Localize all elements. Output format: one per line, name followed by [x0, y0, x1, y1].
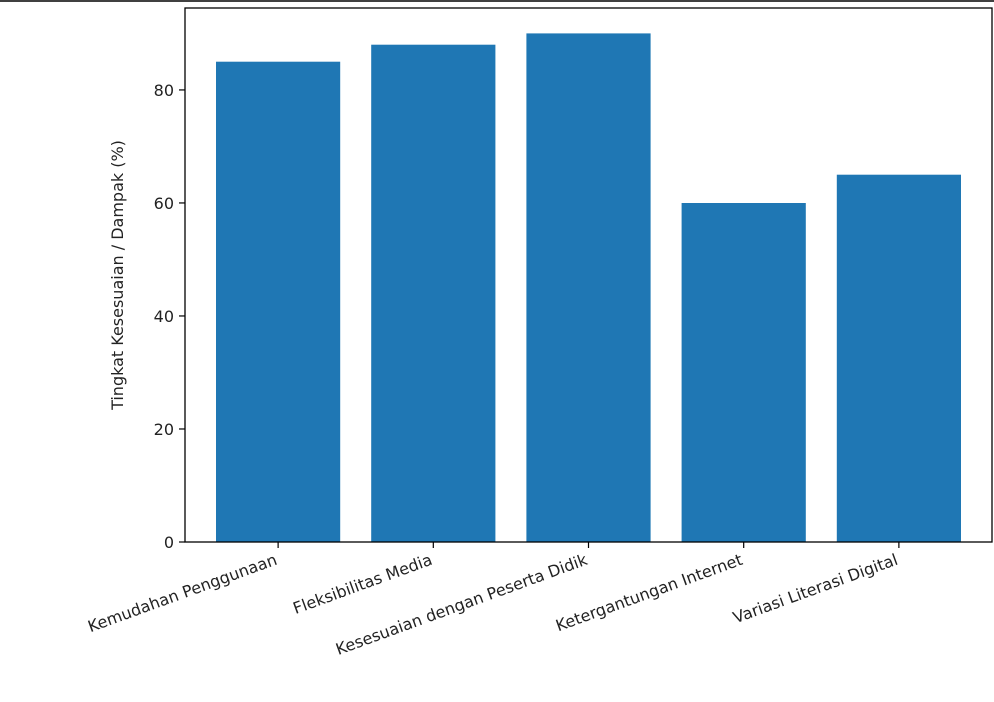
y-axis-label: Tingkat Kesesuaian / Dampak (%) — [108, 140, 127, 411]
bars-layer — [216, 33, 961, 543]
bar — [526, 33, 651, 543]
y-tick-label: 80 — [154, 81, 174, 100]
y-tick-label: 0 — [164, 533, 174, 552]
x-tick-label: Kemudahan Penggunaan — [85, 550, 279, 636]
bar — [836, 174, 961, 542]
x-tick-label: Variasi Literasi Digital — [730, 550, 900, 627]
bar — [681, 203, 806, 542]
x-tick-label: Fleksibilitas Media — [290, 550, 434, 618]
y-tick-label: 40 — [154, 307, 174, 326]
bar — [216, 61, 341, 542]
y-tick-label: 20 — [154, 420, 174, 439]
bar — [371, 44, 496, 542]
x-tick-label: Kesesuaian dengan Peserta Didik — [333, 550, 590, 659]
y-tick-label: 60 — [154, 194, 174, 213]
